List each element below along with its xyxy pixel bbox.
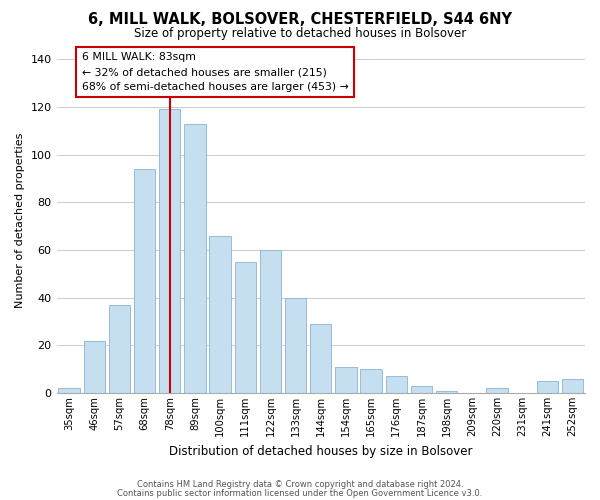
X-axis label: Distribution of detached houses by size in Bolsover: Distribution of detached houses by size …	[169, 444, 473, 458]
Bar	[159, 110, 181, 393]
Bar	[134, 169, 155, 393]
Bar	[335, 367, 356, 393]
Bar	[411, 386, 432, 393]
Bar	[486, 388, 508, 393]
Text: Size of property relative to detached houses in Bolsover: Size of property relative to detached ho…	[134, 28, 466, 40]
Bar	[260, 250, 281, 393]
Bar	[184, 124, 206, 393]
Bar	[58, 388, 80, 393]
Bar	[310, 324, 331, 393]
Text: Contains HM Land Registry data © Crown copyright and database right 2024.: Contains HM Land Registry data © Crown c…	[137, 480, 463, 489]
Y-axis label: Number of detached properties: Number of detached properties	[15, 132, 25, 308]
Bar	[109, 305, 130, 393]
Text: 6 MILL WALK: 83sqm
← 32% of detached houses are smaller (215)
68% of semi-detach: 6 MILL WALK: 83sqm ← 32% of detached hou…	[82, 52, 349, 92]
Bar	[436, 390, 457, 393]
Bar	[209, 236, 231, 393]
Bar	[83, 340, 105, 393]
Text: Contains public sector information licensed under the Open Government Licence v3: Contains public sector information licen…	[118, 488, 482, 498]
Bar	[562, 378, 583, 393]
Bar	[285, 298, 307, 393]
Bar	[386, 376, 407, 393]
Bar	[536, 381, 558, 393]
Bar	[361, 369, 382, 393]
Text: 6, MILL WALK, BOLSOVER, CHESTERFIELD, S44 6NY: 6, MILL WALK, BOLSOVER, CHESTERFIELD, S4…	[88, 12, 512, 28]
Bar	[235, 262, 256, 393]
